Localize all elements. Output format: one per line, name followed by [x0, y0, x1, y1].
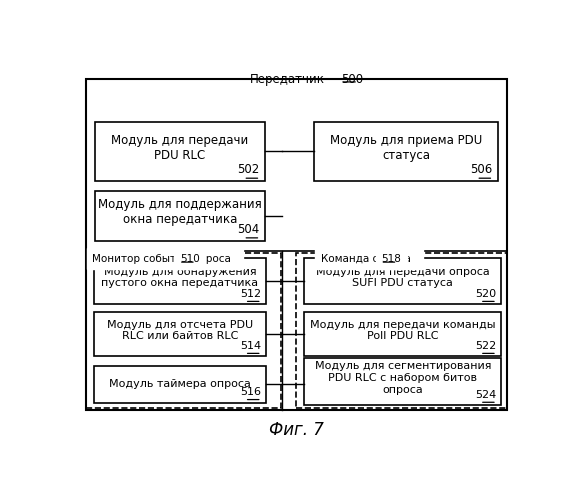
Text: 520: 520 [475, 289, 496, 299]
Text: Модуль для передачи команды
Poll PDU RLC: Модуль для передачи команды Poll PDU RLC [310, 320, 495, 342]
Text: Модуль для передачи
PDU RLC: Модуль для передачи PDU RLC [111, 134, 249, 162]
Text: 502: 502 [237, 163, 260, 176]
FancyBboxPatch shape [94, 366, 266, 403]
Text: Модуль для приема PDU
статуса: Модуль для приема PDU статуса [330, 134, 482, 162]
Text: 518: 518 [381, 254, 401, 264]
Text: 506: 506 [470, 163, 492, 176]
Text: Монитор события опроса: Монитор события опроса [92, 254, 238, 264]
Text: Модуль для отсчета PDU
RLC или байтов RLC: Модуль для отсчета PDU RLC или байтов RL… [107, 320, 253, 342]
Text: Модуль для поддержания
окна передатчика: Модуль для поддержания окна передатчика [98, 198, 262, 226]
Text: Команда опроса: Команда опроса [321, 254, 417, 264]
Text: 524: 524 [475, 390, 496, 400]
FancyBboxPatch shape [86, 79, 507, 410]
FancyBboxPatch shape [304, 358, 501, 406]
Text: 504: 504 [237, 222, 260, 235]
Text: Передатчик: Передатчик [250, 74, 325, 86]
Text: Модуль таймера опроса: Модуль таймера опроса [109, 380, 251, 390]
Text: 522: 522 [475, 341, 496, 351]
Text: Фиг. 7: Фиг. 7 [269, 422, 324, 440]
Text: Модуль для сегментирования
PDU RLC с набором битов
опроса: Модуль для сегментирования PDU RLC с наб… [314, 362, 491, 394]
Text: 512: 512 [240, 289, 261, 299]
Text: 510: 510 [180, 254, 199, 264]
Text: Модуль для обнаружения
пустого окна передатчика: Модуль для обнаружения пустого окна пере… [101, 266, 258, 288]
FancyBboxPatch shape [304, 258, 501, 304]
FancyBboxPatch shape [314, 122, 498, 182]
FancyBboxPatch shape [94, 312, 266, 356]
FancyBboxPatch shape [304, 312, 501, 356]
Text: 514: 514 [240, 341, 261, 351]
FancyBboxPatch shape [94, 258, 266, 304]
FancyBboxPatch shape [95, 191, 265, 241]
Text: 516: 516 [240, 388, 261, 398]
FancyBboxPatch shape [95, 122, 265, 182]
Text: 500: 500 [341, 74, 363, 86]
Text: Модуль для передачи опроса
SUFI PDU статуса: Модуль для передачи опроса SUFI PDU стат… [316, 266, 490, 288]
